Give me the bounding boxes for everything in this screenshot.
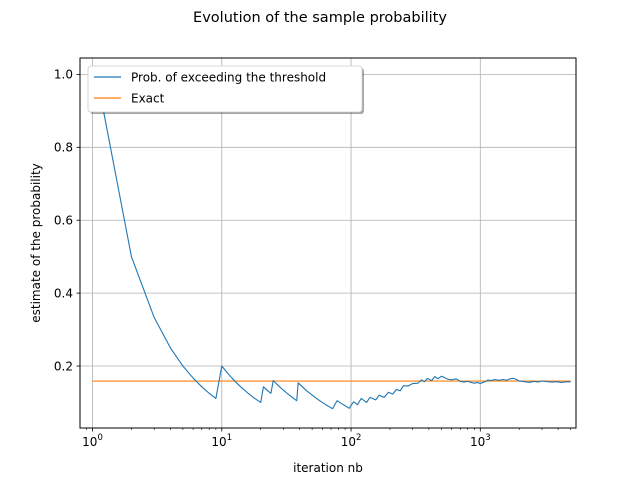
x-tick-label: 101	[211, 433, 232, 449]
legend: Prob. of exceeding the threshold Exact	[87, 65, 364, 114]
chart-title: Evolution of the sample probability	[193, 10, 447, 26]
x-tick-label: 100	[82, 433, 103, 449]
legend-label: Exact	[131, 92, 165, 106]
y-tick-label: 0.2	[54, 359, 73, 373]
x-tick-label: 102	[341, 433, 362, 449]
y-tick-label: 0.6	[54, 214, 73, 228]
series-layer	[92, 106, 571, 410]
legend-label: Prob. of exceeding the threshold	[131, 71, 326, 85]
legend-box	[87, 65, 363, 113]
tick-layer: 100 101 102 103 0.2 0.4 0.6 0.8 1.0	[54, 68, 571, 449]
x-axis-label: iteration nb	[293, 461, 363, 475]
estimate-series-line	[92, 106, 571, 410]
y-axis-label: estimate of the probability	[29, 163, 43, 323]
y-tick-label: 0.4	[54, 286, 73, 300]
x-tick-label: 103	[470, 433, 491, 449]
plot-frame	[79, 57, 577, 429]
y-tick-label: 0.8	[54, 141, 73, 155]
y-tick-label: 1.0	[54, 68, 73, 82]
